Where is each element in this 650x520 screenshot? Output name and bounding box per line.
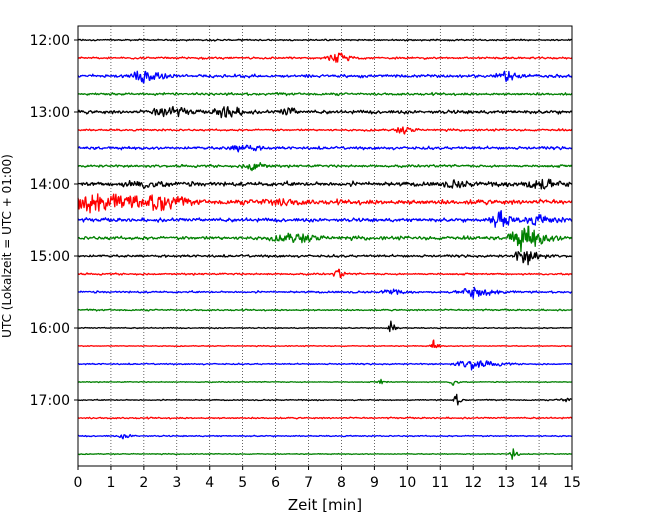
y-tick-label: 14:00 [30,177,70,193]
trace-1315 [77,126,573,135]
trace-1645 [77,378,573,386]
x-tick-label: 6 [271,475,280,491]
x-tick-label: 4 [205,475,214,491]
x-tick-label: 14 [530,475,548,491]
x-tick-label: 7 [304,475,313,491]
y-axis: 12:00 13:00 14:00 15:00 16:00 17:00 [30,33,78,409]
y-tick-label: 12:00 [30,33,70,49]
trace-1400 [77,178,573,190]
trace-1745 [77,448,573,460]
x-tick-label: 10 [398,475,416,491]
x-tick-label: 13 [497,475,515,491]
trace-1200 [77,38,573,42]
trace-1600 [77,320,573,333]
trace-1715 [77,416,573,420]
y-tick-label: 16:00 [30,321,70,337]
trace-1230 [77,70,573,84]
x-tick-label: 11 [431,475,449,491]
trace-1245 [77,91,573,97]
y-tick-label: 17:00 [30,393,70,409]
trace-1730 [77,433,573,440]
trace-1430 [77,210,573,228]
y-axis-label: UTC (Lokalzeit = UTC + 01:00) [0,154,14,338]
trace-1300 [77,105,573,119]
y-tick-label: 15:00 [30,249,70,265]
trace-1415 [77,193,573,214]
trace-1700 [77,393,573,406]
x-tick-label: 0 [74,475,83,491]
trace-1545 [77,308,573,312]
trace-1215 [77,52,573,63]
x-tick-label: 15 [563,475,581,491]
x-axis: 0 1 2 3 4 5 6 7 8 9 10 11 12 13 14 15 [74,466,581,491]
trace-1615 [77,339,573,349]
trace-1345 [77,161,573,172]
trace-1630 [77,360,573,371]
x-axis-label: Zeit [min] [288,496,362,514]
seismogram-traces [77,38,573,460]
x-tick-label: 9 [370,475,379,491]
x-tick-label: 12 [464,475,482,491]
x-tick-label: 1 [106,475,115,491]
trace-1530 [77,286,573,299]
y-tick-label: 13:00 [30,105,70,121]
x-tick-label: 2 [139,475,148,491]
plot-frame [77,25,573,467]
x-tick-label: 8 [337,475,346,491]
trace-1330 [77,144,573,153]
x-tick-label: 3 [172,475,181,491]
trace-1515 [77,268,573,279]
x-tick-label: 5 [238,475,247,491]
trace-1445 [77,225,573,253]
trace-1500 [77,251,573,266]
grid-lines [110,26,540,466]
